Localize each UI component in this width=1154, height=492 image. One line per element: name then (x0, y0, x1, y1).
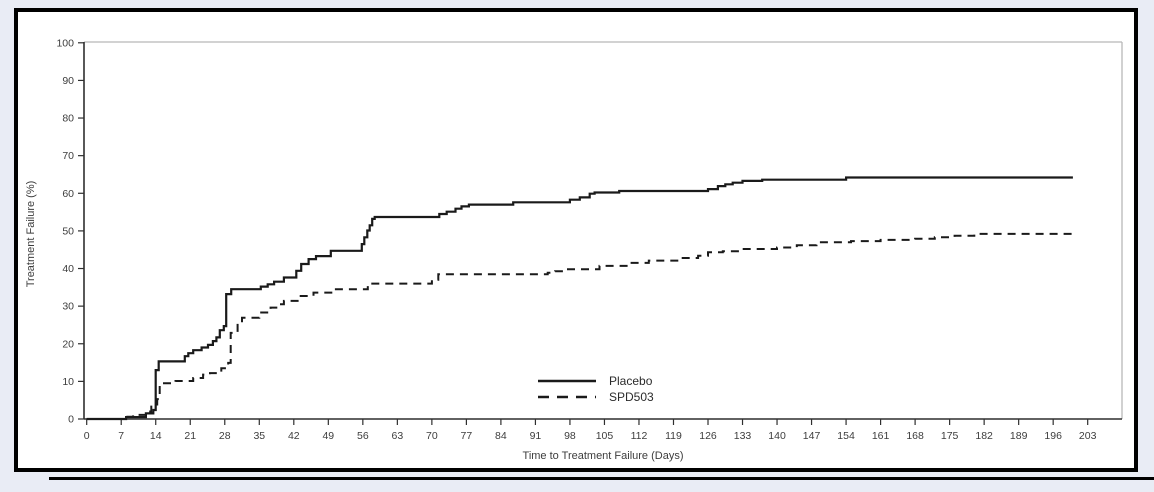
x-tick-label: 154 (837, 430, 855, 442)
legend: Placebo SPD503 (538, 374, 654, 404)
x-axis-title: Time to Treatment Failure (Days) (523, 450, 684, 462)
x-tick-label: 105 (596, 430, 614, 442)
x-tick-label: 203 (1079, 430, 1097, 442)
y-axis-title: Treatment Failure (%) (25, 181, 37, 288)
x-tick-label: 70 (426, 430, 438, 442)
y-tick-label: 100 (56, 37, 74, 49)
x-tick-label: 56 (357, 430, 369, 442)
y-tick-label: 30 (62, 301, 74, 313)
horizontal-rule (49, 477, 1154, 480)
x-tick-label: 21 (184, 430, 196, 442)
series-line-placebo (86, 176, 1073, 421)
x-tick-label: 175 (941, 430, 959, 442)
x-tick-label: 84 (495, 430, 507, 442)
y-axis-ticks: 0 10 20 30 40 50 60 70 80 90 100 (56, 37, 84, 426)
x-tick-label: 63 (392, 430, 404, 442)
x-tick-label: 0 (84, 430, 90, 442)
x-tick-label: 112 (631, 430, 648, 442)
y-tick-label: 20 (62, 338, 74, 350)
series-line-spd503 (86, 232, 1073, 420)
km-chart: 0 10 20 30 40 50 60 70 80 90 100 0 7 14 21 28 35 42 49 56 6… (25, 37, 1123, 462)
y-tick-label: 80 (62, 113, 74, 125)
x-tick-label: 196 (1044, 430, 1062, 442)
x-tick-label: 161 (872, 430, 890, 442)
x-axis-ticks: 0 7 14 21 28 35 42 49 56 63 70 77 84 91 98 105 112 119 126… (84, 419, 1097, 442)
x-tick-label: 189 (1010, 430, 1028, 442)
x-tick-label: 98 (564, 430, 576, 442)
x-tick-label: 77 (461, 430, 473, 442)
x-tick-label: 49 (322, 430, 334, 442)
x-tick-label: 28 (219, 430, 231, 442)
x-tick-label: 182 (975, 430, 993, 442)
x-tick-label: 119 (665, 430, 682, 442)
x-tick-label: 126 (699, 430, 717, 442)
y-tick-label: 50 (62, 225, 74, 237)
x-tick-label: 7 (118, 430, 124, 442)
x-tick-label: 14 (150, 430, 162, 442)
series-lines (86, 176, 1073, 421)
y-tick-label: 90 (62, 75, 74, 87)
x-tick-label: 147 (803, 430, 821, 442)
y-tick-label: 40 (62, 263, 74, 275)
y-tick-label: 60 (62, 188, 74, 200)
x-tick-label: 133 (734, 430, 752, 442)
y-tick-label: 0 (68, 414, 74, 426)
legend-label-placebo: Placebo (609, 374, 653, 388)
x-tick-label: 140 (768, 430, 786, 442)
y-tick-label: 70 (62, 150, 74, 162)
plot-frame (83, 41, 1123, 420)
x-tick-label: 168 (906, 430, 924, 442)
x-tick-label: 35 (253, 430, 265, 442)
legend-label-spd503: SPD503 (609, 390, 654, 404)
x-tick-label: 91 (530, 430, 542, 442)
figure-panel: 0 10 20 30 40 50 60 70 80 90 100 0 7 14 21 28 35 42 49 56 6… (14, 8, 1138, 472)
x-tick-label: 42 (288, 430, 300, 442)
y-tick-label: 10 (62, 376, 74, 388)
